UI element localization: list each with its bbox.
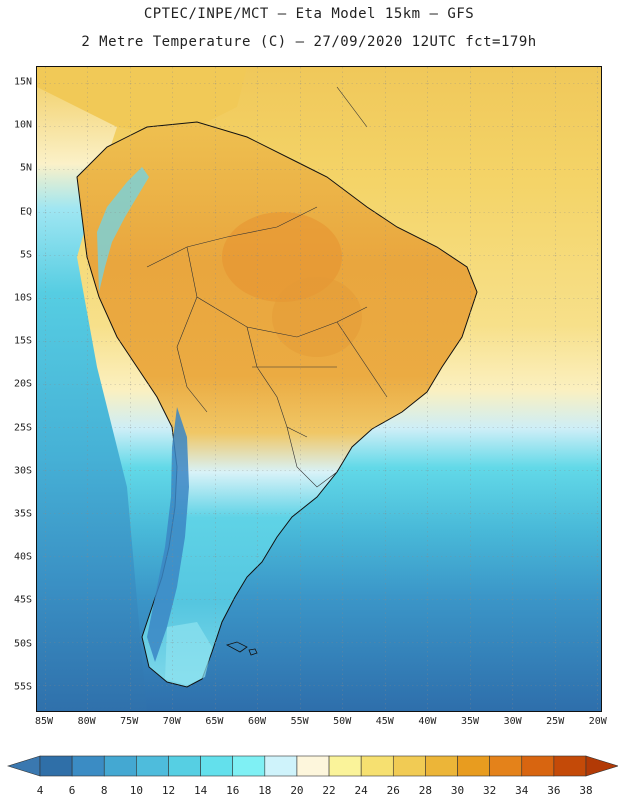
colorbar-tick-label: 32 (483, 784, 496, 797)
lon-tick-label: 70W (162, 716, 181, 727)
colorbar-tick-label: 18 (258, 784, 271, 797)
colorbar-bin (200, 755, 234, 777)
map-title-line1: CPTEC/INPE/MCT – Eta Model 15km – GFS (143, 6, 475, 22)
colorbar-tick-label: 36 (547, 784, 560, 797)
colorbar-tick-label: 10 (130, 784, 143, 797)
temperature-map (37, 67, 601, 711)
lon-tick-label: 65W (205, 716, 224, 727)
lon-tick-label: 20W (588, 716, 607, 727)
colorbar-bin (328, 755, 362, 777)
lat-tick-label: 10S (13, 292, 32, 304)
lat-tick-label: 15S (13, 335, 32, 347)
lon-tick-label: 80W (77, 716, 96, 727)
lon-tick-label: 85W (34, 716, 54, 727)
colorbar-bin (296, 755, 330, 777)
lat-tick-label: 5N (19, 162, 32, 174)
colorbar-bin (168, 755, 201, 777)
colorbar-tick-label: 30 (451, 784, 464, 797)
colorbar-tick-label: 8 (101, 784, 108, 797)
lon-tick-label: 50W (333, 716, 352, 727)
lon-tick-label: 40W (418, 716, 437, 727)
lat-tick-label: 55S (13, 681, 32, 693)
lon-tick-label: 60W (247, 716, 267, 727)
map-frame (36, 66, 602, 712)
colorbar-max-arrow (585, 755, 618, 777)
colorbar-bin (489, 755, 523, 777)
colorbar-bin (232, 755, 266, 777)
lat-tick-label: 25S (13, 422, 32, 434)
colorbar-tick-label: 34 (515, 784, 529, 797)
lon-tick-label: 35W (460, 716, 480, 727)
colorbar-tick-label: 24 (355, 784, 369, 797)
lat-tick-label: 10N (13, 119, 32, 131)
colorbar-bin (71, 755, 105, 777)
lon-tick-label: 25W (546, 716, 565, 727)
colorbar-bin (392, 755, 426, 777)
colorbar-bin (103, 755, 137, 777)
colorbar-bin (521, 755, 555, 777)
colorbar-bin (264, 755, 298, 777)
colorbar-min-arrow (6, 755, 41, 777)
colorbar-tick-label: 4 (37, 784, 44, 797)
colorbar-bin (457, 755, 490, 777)
lon-tick-label: 30W (503, 716, 522, 727)
colorbar-tick-label: 38 (579, 784, 592, 797)
map-title-line2: 2 Metre Temperature (C) – 27/09/2020 12U… (81, 34, 537, 50)
colorbar-tick-label: 12 (162, 784, 175, 797)
colorbar-tick-label: 22 (322, 784, 335, 797)
colorbar-bin (425, 755, 458, 777)
lon-tick-label: 45W (375, 716, 394, 727)
colorbar-bin (39, 755, 73, 777)
lat-tick-label: 45S (13, 594, 32, 606)
lat-tick-label: 50S (13, 638, 32, 650)
colorbar-tick-label: 16 (226, 784, 239, 797)
colorbar-bin (136, 755, 169, 777)
colorbar-tick-label: 20 (290, 784, 303, 797)
lat-tick-label: 35S (13, 508, 32, 520)
colorbar-tick-label: 28 (419, 784, 432, 797)
lat-tick-label: 20S (13, 378, 32, 390)
lat-tick-label: 5S (19, 249, 32, 261)
colorbar-tick-label: 6 (69, 784, 76, 797)
lon-tick-label: 75W (120, 716, 139, 727)
colorbar-tick-label: 14 (194, 784, 208, 797)
lat-tick-label: 15N (13, 76, 32, 88)
lat-tick-label: EQ (19, 206, 32, 218)
colorbar-bin (553, 755, 587, 777)
lat-tick-label: 30S (13, 465, 32, 477)
lon-tick-label: 55W (290, 716, 309, 727)
temperature-colorbar: 4 6 8 10 12 14 16 18 20 22 24 26 28 30 32 34 36 38 (6, 755, 618, 797)
lat-lon-grid (37, 67, 601, 711)
colorbar-tick-label: 26 (387, 784, 400, 797)
lat-tick-label: 40S (13, 551, 32, 563)
colorbar-bin (360, 755, 394, 777)
